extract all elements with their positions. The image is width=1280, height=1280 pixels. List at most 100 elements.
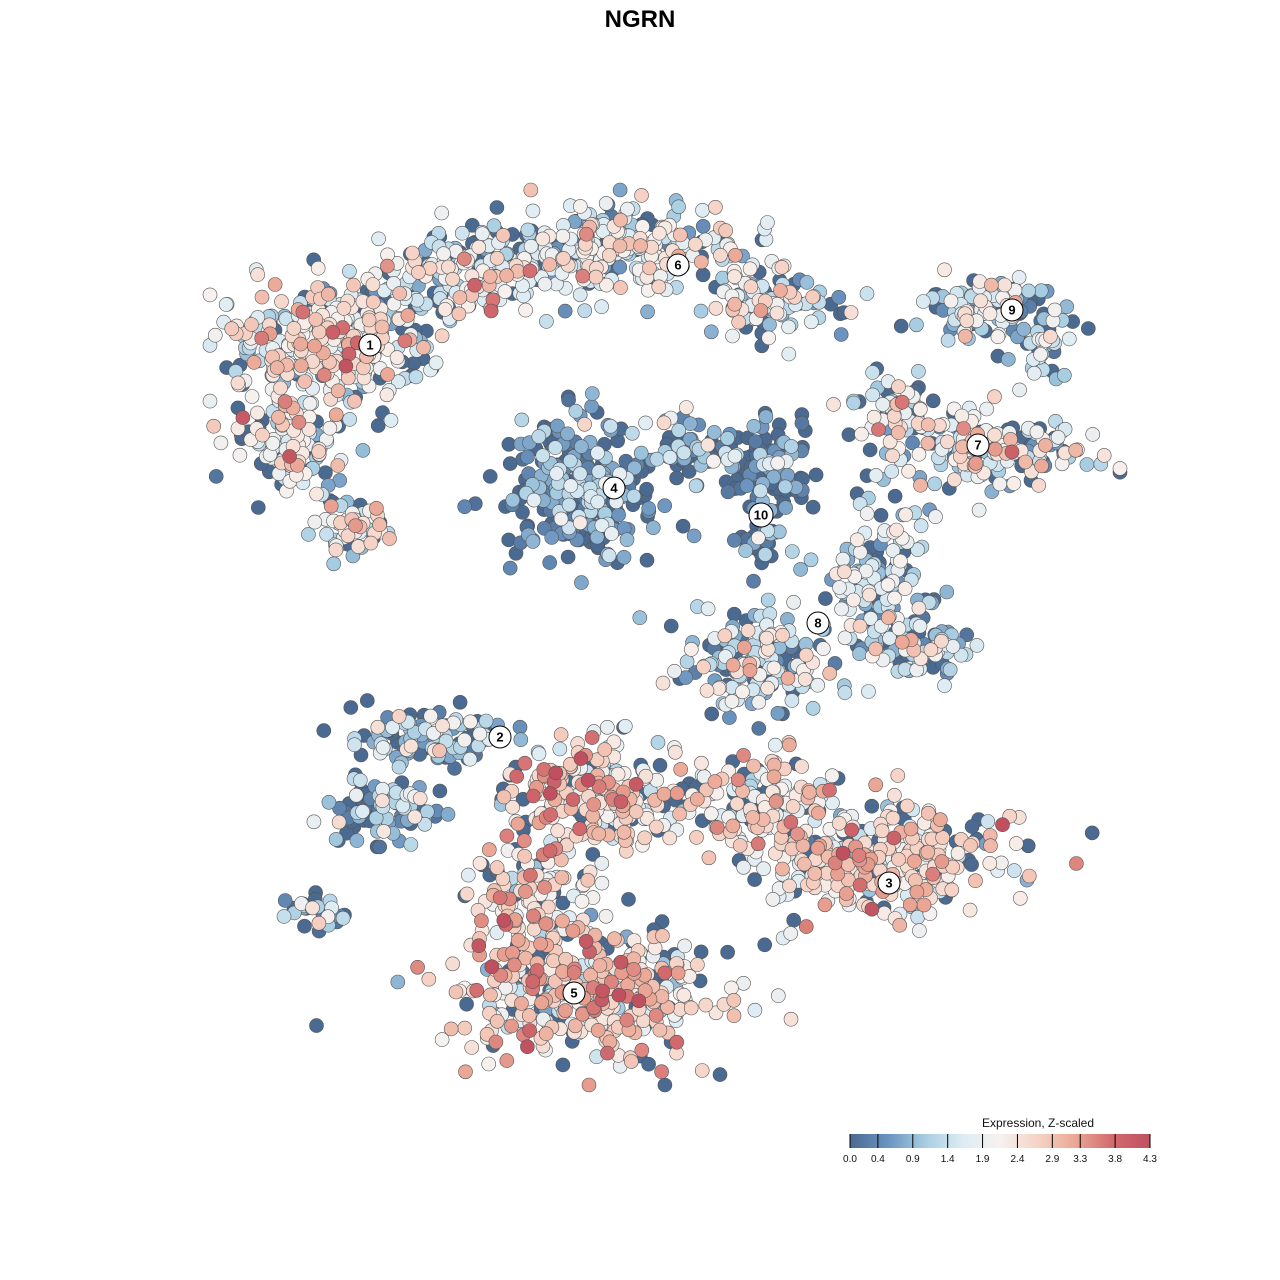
cluster-label-10: 10 (748, 502, 774, 528)
scatter-point (611, 987, 627, 1003)
scatter-point (1018, 454, 1033, 470)
scatter-point (371, 231, 386, 247)
scatter-point (942, 662, 958, 678)
scatter-point (920, 417, 936, 433)
scatter-point (376, 824, 392, 839)
scatter-point (868, 641, 883, 657)
scatter-point (852, 544, 868, 560)
scatter-point (467, 277, 482, 293)
scatter-point (391, 759, 407, 775)
scatter-point (893, 553, 908, 569)
scatter-point (954, 408, 970, 424)
scatter-point (434, 205, 450, 221)
cluster-label-2: 2 (488, 725, 512, 749)
scatter-point (1006, 863, 1022, 878)
scatter-point (844, 822, 860, 838)
scatter-point (282, 449, 297, 464)
scatter-point (213, 435, 229, 451)
scatter-point (628, 776, 644, 792)
scatter-point (822, 782, 837, 798)
scatter-point (320, 286, 336, 302)
scatter-point (408, 369, 424, 385)
cluster-label-7: 7 (966, 433, 990, 457)
scatter-point (412, 791, 428, 806)
scatter-point (920, 435, 936, 451)
scatter-point (969, 638, 985, 653)
scatter-point (774, 259, 790, 275)
scatter-point (457, 499, 473, 515)
scatter-point (859, 506, 875, 521)
scatter-point (627, 460, 642, 476)
cluster-label-badge (1000, 298, 1024, 322)
scatter-point (827, 855, 843, 871)
scatter-point (1008, 836, 1024, 851)
cluster-label-text: 6 (674, 258, 681, 273)
scatter-point (891, 852, 906, 867)
scatter-point (868, 468, 884, 483)
scatter-point (947, 472, 962, 488)
scatter-points (202, 182, 1128, 1093)
scatter-point (987, 389, 1002, 405)
scatter-point (875, 397, 891, 412)
scatter-point (550, 418, 565, 434)
scatter-point (232, 447, 248, 463)
scatter-point (959, 313, 975, 329)
scatter-point (372, 517, 387, 533)
scatter-point (864, 798, 880, 814)
scatter-point (708, 200, 723, 215)
scatter-point (321, 794, 337, 810)
scatter-point (343, 700, 359, 715)
scatter-point (496, 789, 512, 805)
scatter-point (363, 535, 379, 551)
scatter-point (250, 500, 266, 515)
scatter-point (319, 526, 334, 542)
colorbar-tick-label: 0.0 (843, 1154, 857, 1165)
scatter-point (341, 346, 357, 362)
scatter-point (916, 897, 932, 913)
scatter-point (613, 212, 628, 228)
scatter-point (588, 269, 604, 285)
scatter-point (1012, 890, 1028, 906)
scatter-point (520, 1039, 535, 1054)
scatter-point (756, 861, 771, 877)
scatter-point (862, 587, 877, 603)
scatter-point (544, 530, 560, 545)
scatter-point (891, 425, 906, 440)
scatter-point (403, 837, 419, 852)
scatter-point (478, 713, 494, 729)
scatter-point (786, 594, 801, 610)
scatter-point (565, 792, 581, 807)
scatter-point (590, 445, 605, 461)
scatter-point (858, 563, 874, 579)
scatter-point (392, 286, 408, 301)
scatter-point (342, 412, 358, 427)
scatter-point (639, 552, 655, 568)
scatter-point (893, 318, 909, 334)
scatter-point (342, 263, 357, 279)
scatter-point (885, 543, 901, 558)
scatter-point (375, 740, 391, 755)
scatter-point (775, 861, 790, 877)
scatter-point (781, 346, 797, 362)
scatter-point (244, 389, 260, 404)
scatter-point (573, 439, 589, 454)
colorbar-tick-label: 3.3 (1073, 1154, 1087, 1165)
scatter-point (452, 290, 468, 305)
scatter-point (781, 319, 796, 335)
scatter-point (696, 659, 711, 675)
scatter-point (864, 901, 880, 917)
scatter-point (992, 476, 1008, 492)
scatter-point (724, 980, 739, 996)
scatter-point (688, 478, 704, 494)
scatter-point (293, 336, 309, 352)
scatter-point (884, 464, 900, 479)
scatter-point (428, 355, 444, 371)
scatter-point (979, 401, 995, 417)
scatter-point (758, 409, 774, 425)
scatter-point (355, 443, 371, 458)
scatter-point (499, 268, 515, 283)
scatter-point (803, 552, 819, 568)
cluster-label-badge (488, 725, 512, 749)
scatter-point (695, 203, 710, 218)
scatter-point (523, 867, 538, 883)
